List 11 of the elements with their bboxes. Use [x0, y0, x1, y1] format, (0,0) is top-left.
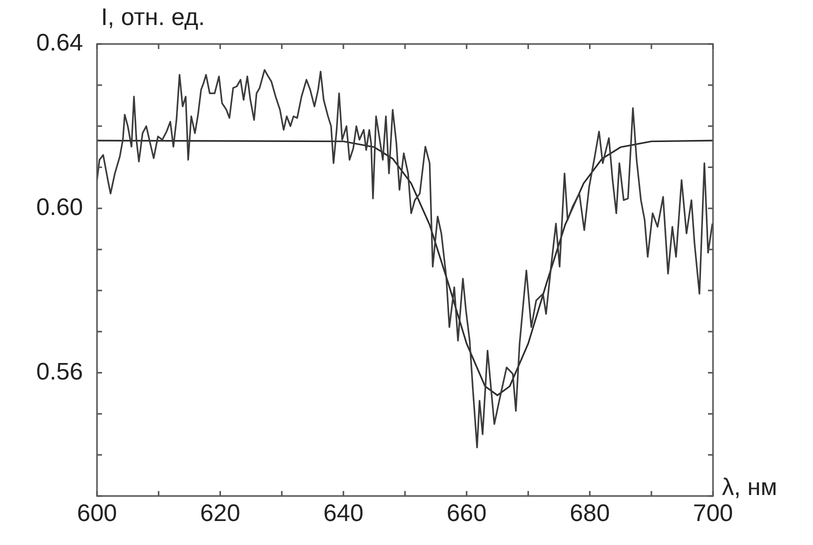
- x-tick-label: 620: [200, 500, 240, 528]
- x-axis-title: λ, нм: [722, 474, 778, 501]
- x-tick-label: 680: [570, 500, 610, 528]
- x-tick-label: 640: [323, 500, 364, 528]
- y-tick-label: 0.64: [36, 30, 83, 57]
- x-tick-label: 660: [446, 500, 487, 528]
- x-tick-label: 600: [76, 500, 118, 528]
- y-axis-title: I, отн. ед.: [101, 4, 205, 31]
- y-tick-label: 0.56: [36, 358, 83, 386]
- y-tick-label: 0.60: [36, 194, 83, 221]
- x-tick-label: 700: [692, 500, 734, 528]
